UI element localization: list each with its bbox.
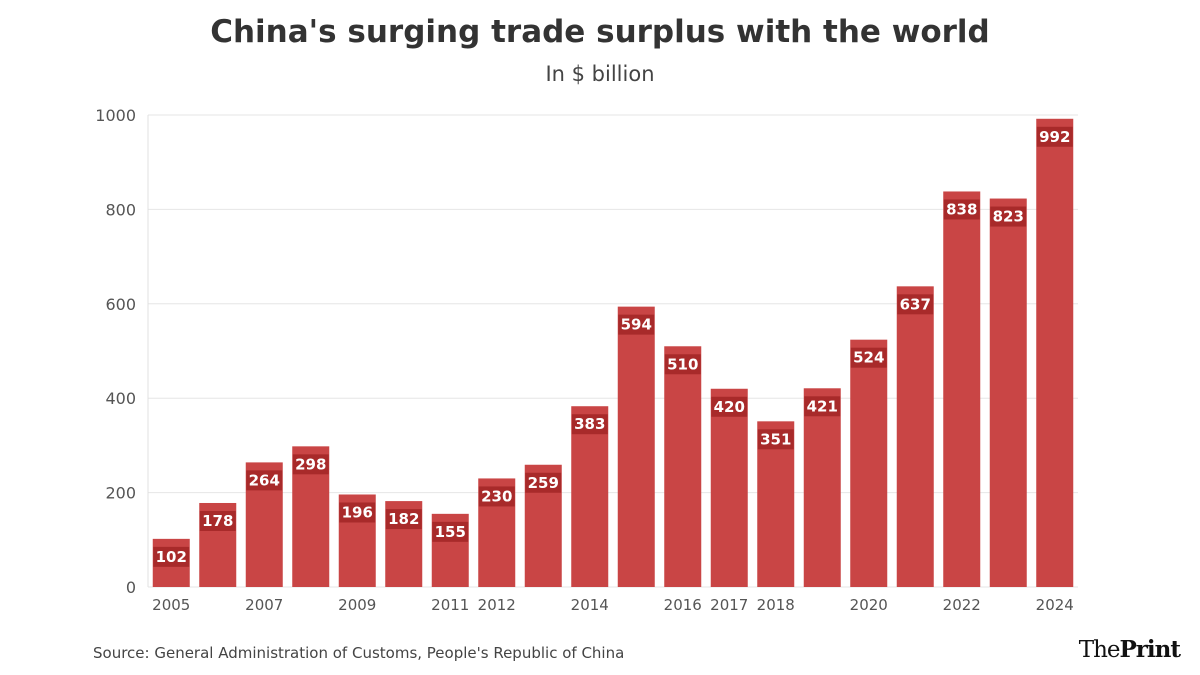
data-label: 230: [481, 487, 512, 505]
data-label-bg: [339, 502, 376, 523]
data-label-bg: [664, 354, 701, 375]
data-label: 196: [342, 503, 373, 521]
source-note: Source: General Administration of Custom…: [93, 644, 625, 662]
data-label: 524: [853, 349, 884, 367]
data-label-bg: [385, 509, 422, 530]
data-label: 637: [900, 295, 931, 313]
x-tick-label: 2017: [710, 596, 748, 614]
data-label: 992: [1039, 128, 1070, 146]
data-label-bg: [199, 510, 236, 531]
x-tick-label: 2005: [152, 596, 190, 614]
bar: [803, 388, 841, 587]
bar: [850, 339, 888, 587]
data-label-bg: [850, 347, 887, 368]
x-tick-label: 2007: [245, 596, 283, 614]
y-tick-label: 1000: [95, 106, 136, 125]
data-label-bg: [804, 396, 841, 417]
data-label-bg: [618, 314, 655, 335]
data-label: 823: [993, 208, 1024, 226]
x-tick-label: 2024: [1036, 596, 1074, 614]
chart-title: China's surging trade surplus with the w…: [210, 14, 990, 50]
data-label: 838: [946, 200, 977, 218]
data-label-bg: [943, 199, 980, 220]
x-tick-label: 2020: [850, 596, 888, 614]
y-tick-label: 600: [105, 295, 136, 314]
data-label: 421: [807, 397, 838, 415]
data-label: 264: [249, 471, 280, 489]
logo-print: Print: [1119, 636, 1181, 663]
data-label-bg: [246, 470, 283, 491]
data-label-bg: [757, 429, 794, 450]
data-label: 594: [621, 316, 652, 334]
bar: [943, 191, 981, 588]
bar: [1036, 118, 1074, 587]
data-label-bg: [571, 414, 608, 435]
x-tick-label: 2009: [338, 596, 376, 614]
x-tick-label: 2012: [478, 596, 516, 614]
data-label-bg: [1036, 126, 1073, 147]
y-tick-label: 0: [126, 578, 136, 597]
bar: [989, 198, 1027, 587]
bar: [710, 388, 748, 587]
x-tick-label: 2016: [664, 596, 702, 614]
y-tick-label: 200: [105, 484, 136, 503]
data-label: 298: [295, 455, 326, 473]
data-label: 510: [667, 355, 698, 373]
data-label-bg: [990, 206, 1027, 227]
data-label: 259: [528, 474, 559, 492]
data-label: 178: [202, 512, 233, 530]
data-label: 155: [435, 523, 466, 541]
bar: [896, 286, 934, 587]
x-tick-label: 2011: [431, 596, 469, 614]
data-label-bg: [711, 396, 748, 417]
logo-the: The: [1078, 637, 1121, 663]
data-label-bg: [292, 454, 329, 475]
chart-subtitle: In $ billion: [545, 62, 655, 86]
data-label: 102: [156, 548, 187, 566]
theprint-logo: ThePrint: [1078, 636, 1181, 663]
x-tick-label: 2022: [943, 596, 981, 614]
data-label-bg: [897, 294, 934, 315]
y-tick-label: 400: [105, 389, 136, 408]
data-label-bg: [153, 546, 190, 567]
data-label-bg: [478, 486, 515, 507]
bar: [664, 346, 702, 587]
x-tick-label: 2014: [571, 596, 609, 614]
y-tick-label: 800: [105, 200, 136, 219]
data-label-bg: [432, 521, 469, 542]
data-label: 351: [760, 430, 791, 448]
bar: [617, 306, 655, 587]
data-label-bg: [525, 472, 562, 493]
x-tick-label: 2018: [757, 596, 795, 614]
data-label: 182: [388, 510, 419, 528]
bar: [571, 406, 609, 587]
data-label: 420: [714, 398, 745, 416]
data-label: 383: [574, 415, 605, 433]
